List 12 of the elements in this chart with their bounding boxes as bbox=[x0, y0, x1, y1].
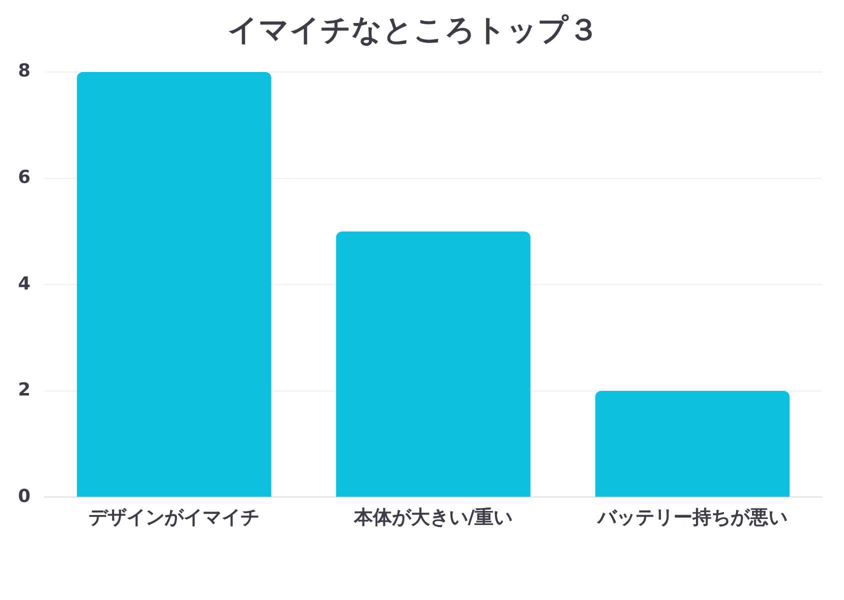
y-tick-label: 8 bbox=[18, 60, 31, 82]
chart-title: イマイチなところトップ３ bbox=[228, 12, 598, 48]
y-tick-label: 6 bbox=[18, 166, 31, 188]
bar bbox=[336, 231, 530, 497]
bar bbox=[595, 390, 790, 497]
x-tick-label: 本体が大きい/重い bbox=[352, 506, 513, 529]
y-tick-label: 4 bbox=[18, 273, 31, 294]
y-tick-label: 2 bbox=[18, 380, 31, 401]
bar bbox=[76, 72, 272, 497]
x-tick-label: バッテリー持ちが悪い bbox=[596, 506, 788, 529]
y-tick-label: 0 bbox=[18, 486, 31, 507]
x-tick-label: デザインがイマイチ bbox=[88, 506, 260, 529]
